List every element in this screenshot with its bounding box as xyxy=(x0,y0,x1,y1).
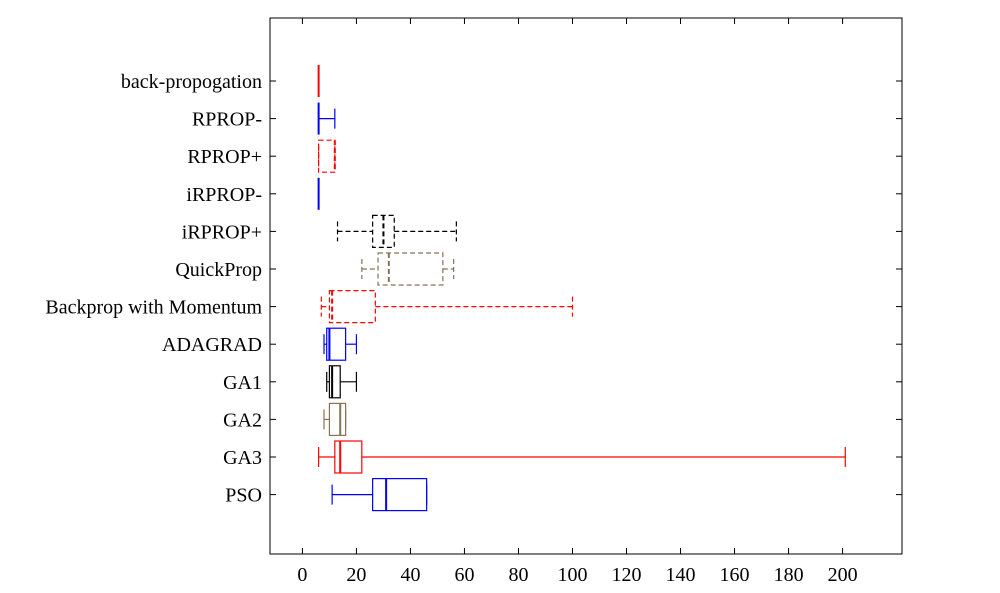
iqr-box xyxy=(334,440,363,474)
category-label-ga2: GA2 xyxy=(223,409,262,431)
box-ga2 xyxy=(323,402,347,436)
x-tick-label: 40 xyxy=(400,564,420,586)
y-axis: back-propogation RPROP- RPROP+ iRPROP-iRPRO… xyxy=(45,71,902,507)
category-label-back-propogation: back-propogation xyxy=(121,71,262,93)
box-rprop xyxy=(317,102,336,135)
iqr-box xyxy=(328,290,376,324)
category-label-ga3: GA3 xyxy=(223,447,262,469)
plot-frame xyxy=(269,17,903,555)
x-tick-label: 120 xyxy=(612,564,642,586)
box-ga3 xyxy=(318,440,846,474)
iqr-box xyxy=(372,478,428,512)
category-label-rprop: RPROP+ xyxy=(187,146,262,168)
category-label-ga1: GA1 xyxy=(223,372,262,394)
x-tick-label: 80 xyxy=(508,564,528,586)
x-axis: 0 20 40 60 80 100 120 140 160 180 200 xyxy=(297,18,858,586)
category-label-adagrad: ADAGRAD xyxy=(162,334,262,356)
x-tick-label: 0 xyxy=(297,564,307,586)
x-tick-label: 160 xyxy=(720,564,750,586)
box-adagrad xyxy=(323,327,358,361)
iqr-box xyxy=(377,252,444,286)
box-rprop xyxy=(318,139,336,173)
box-ga1 xyxy=(326,365,358,399)
iqr-box xyxy=(328,402,347,436)
boxes-layer xyxy=(317,65,846,512)
category-label-pso: PSO xyxy=(225,485,262,507)
x-tick-label: 100 xyxy=(557,564,587,586)
x-tick-label: 200 xyxy=(828,564,858,586)
box-irprop xyxy=(336,214,457,248)
box-pso xyxy=(331,478,428,512)
x-tick-label: 180 xyxy=(774,564,804,586)
box-backprop-with-momentum xyxy=(320,290,574,324)
x-tick-label: 60 xyxy=(454,564,474,586)
category-label-irprop: iRPROP+ xyxy=(182,221,262,243)
category-label-rprop: RPROP- xyxy=(192,109,262,131)
category-label-backprop-with-momentum: Backprop with Momentum xyxy=(45,297,262,319)
box-quickprop xyxy=(361,252,455,286)
x-tick-label: 140 xyxy=(666,564,696,586)
iqr-box xyxy=(318,139,336,173)
iqr-box xyxy=(328,365,341,399)
x-tick-label: 20 xyxy=(346,564,366,586)
category-label-irprop: iRPROP- xyxy=(186,184,262,206)
category-label-quickprop: QuickProp xyxy=(175,259,262,281)
